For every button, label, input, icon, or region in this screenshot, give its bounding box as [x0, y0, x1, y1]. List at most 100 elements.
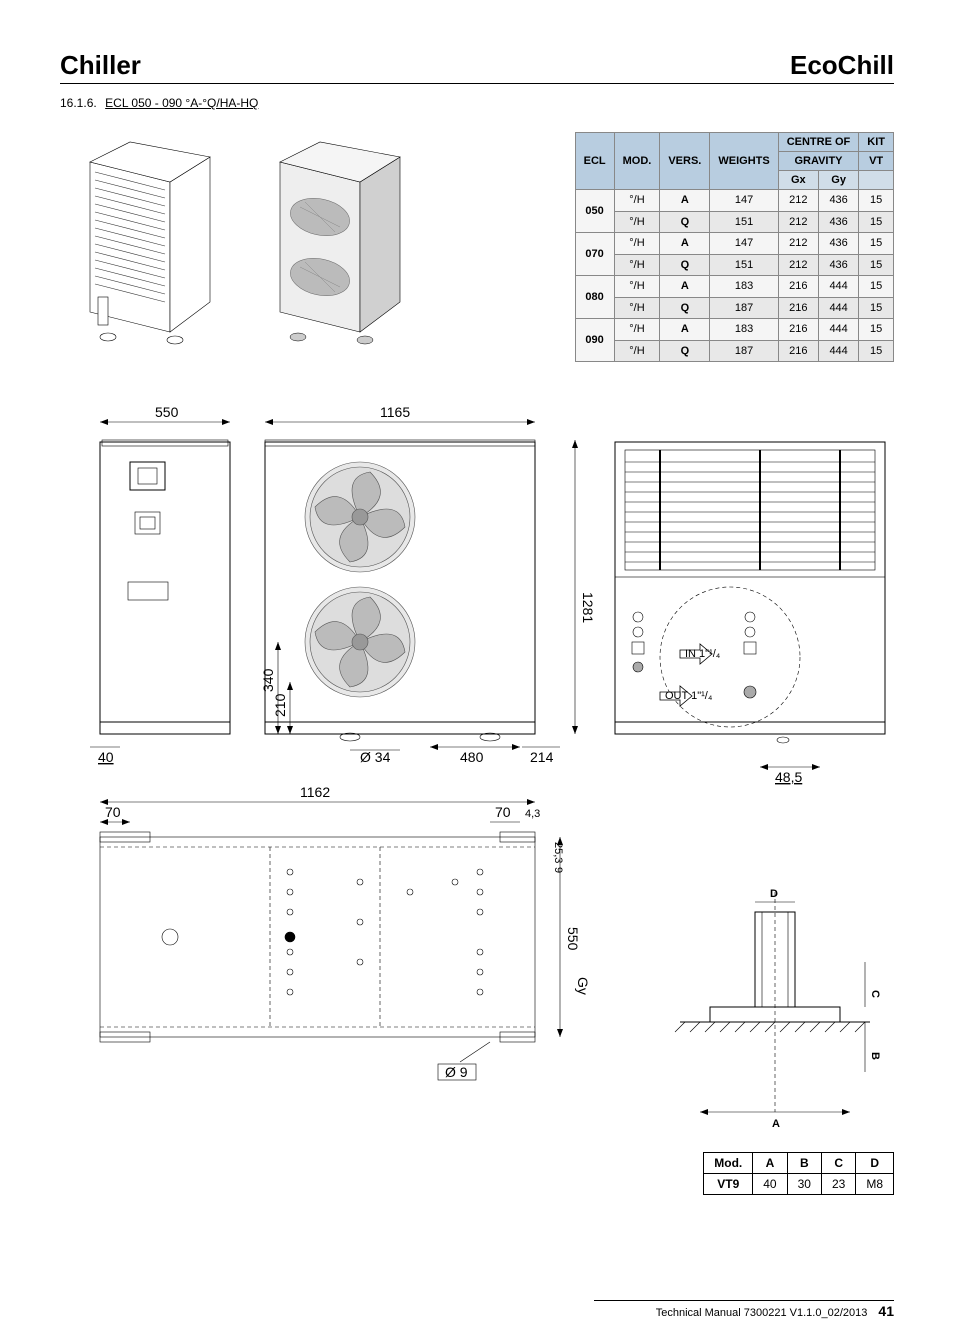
cell-gx: 216 — [778, 297, 818, 319]
cell-gy: 436 — [818, 233, 858, 255]
cell-w: 183 — [710, 319, 778, 341]
rear-coil-view: IN 1"¹/₄ OUT 1"¹/₄ 48,5 — [615, 442, 885, 785]
bracket-B: B — [869, 1052, 881, 1060]
bracket-C: C — [869, 990, 881, 998]
cell-gx: 212 — [778, 190, 818, 212]
dim-9s: 9 — [552, 867, 564, 873]
section-number: 16.1.6. — [60, 96, 97, 110]
page-footer: Technical Manual 7300221 V1.1.0_02/2013 … — [594, 1300, 894, 1319]
dim-70a: 70 — [105, 804, 121, 820]
cell-gx: 212 — [778, 233, 818, 255]
dim-1162: 1162 — [300, 784, 330, 800]
cell-gx: 216 — [778, 276, 818, 298]
mod-h4: D — [856, 1153, 894, 1174]
unit-isometric-wireframe — [60, 132, 230, 362]
cell-gy: 444 — [818, 319, 858, 341]
cell-kit: 15 — [859, 340, 894, 362]
mod-h1: A — [753, 1153, 787, 1174]
cell-vers: A — [660, 190, 710, 212]
cell-mod: °/H — [614, 254, 660, 276]
table-row: 070°/HA14721243615 — [575, 233, 893, 255]
dim-253: 25,3 — [552, 842, 564, 863]
dim-550: 550 — [155, 404, 179, 420]
cell-ecl: 050 — [575, 190, 614, 233]
cell-ecl: 070 — [575, 233, 614, 276]
dim-9: Ø 9 — [445, 1064, 468, 1080]
label-in: IN 1"¹/₄ — [685, 648, 721, 660]
page-header: Chiller EcoChill — [60, 50, 894, 84]
table-row: 050°/HA14721243615 — [575, 190, 893, 212]
mod-r4: M8 — [856, 1174, 894, 1195]
dim-70b: 70 — [495, 804, 511, 820]
bracket-detail: A D C B — [675, 888, 881, 1130]
th-gravity: GRAVITY — [778, 152, 859, 171]
iso-view-left — [60, 132, 230, 362]
top-content-row: ECL MOD. VERS. WEIGHTS CENTRE OF KIT GRA… — [60, 132, 894, 362]
table-row: °/HQ15121243615 — [575, 211, 893, 233]
cell-w: 147 — [710, 233, 778, 255]
page-number: 41 — [878, 1303, 894, 1319]
th-gy: Gy — [818, 171, 858, 190]
dim-34: Ø 34 — [360, 749, 391, 765]
cell-gx: 212 — [778, 211, 818, 233]
th-gx: Gx — [778, 171, 818, 190]
cell-gy: 444 — [818, 297, 858, 319]
cell-gx: 216 — [778, 319, 818, 341]
cell-w: 187 — [710, 297, 778, 319]
cell-w: 151 — [710, 254, 778, 276]
mod-r2: 30 — [787, 1174, 821, 1195]
mod-table: Mod. A B C D VT9 40 30 23 M8 — [703, 1152, 894, 1195]
th-mod: MOD. — [614, 133, 660, 190]
table-row: °/HQ18721644415 — [575, 297, 893, 319]
dim-480: 480 — [460, 749, 484, 765]
cell-gx: 216 — [778, 340, 818, 362]
cell-ecl: 090 — [575, 319, 614, 362]
mod-h0: Mod. — [704, 1153, 753, 1174]
dim-214: 214 — [530, 749, 554, 765]
cell-vers: Q — [660, 297, 710, 319]
dim-340: 340 — [260, 668, 276, 692]
cell-mod: °/H — [614, 276, 660, 298]
cell-kit: 15 — [859, 211, 894, 233]
section-title: ECL 050 - 090 °A-°Q/HA-HQ — [105, 96, 258, 110]
cell-gy: 444 — [818, 340, 858, 362]
table-row: 090°/HA18321644415 — [575, 319, 893, 341]
mod-r1: 40 — [753, 1174, 787, 1195]
cell-vers: Q — [660, 211, 710, 233]
cell-kit: 15 — [859, 297, 894, 319]
cell-gy: 436 — [818, 211, 858, 233]
cell-vers: A — [660, 319, 710, 341]
mod-r3: 23 — [821, 1174, 855, 1195]
dim-40: 40 — [98, 749, 114, 765]
label-out: OUT 1"¹/₄ — [665, 690, 713, 702]
header-title-left: Chiller — [60, 50, 141, 81]
bracket-D: D — [770, 888, 778, 900]
th-kit: KIT — [859, 133, 894, 152]
mod-r0: VT9 — [704, 1174, 753, 1195]
dim-1281: 1281 — [580, 592, 596, 623]
cell-kit: 15 — [859, 319, 894, 341]
mod-h3: C — [821, 1153, 855, 1174]
unit-isometric-shaded — [250, 132, 420, 362]
mod-h2: B — [787, 1153, 821, 1174]
cell-gx: 212 — [778, 254, 818, 276]
cell-kit: 15 — [859, 276, 894, 298]
th-cog: CENTRE OF — [778, 133, 859, 152]
cell-w: 183 — [710, 276, 778, 298]
cell-kit: 15 — [859, 190, 894, 212]
th-blank — [859, 171, 894, 190]
dim-485: 48,5 — [775, 769, 802, 785]
cell-kit: 15 — [859, 233, 894, 255]
plan-view: 1162 70 70 4,3 — [100, 784, 591, 1080]
table-row: °/HQ18721644415 — [575, 340, 893, 362]
dim-210: 210 — [272, 693, 288, 717]
cell-vers: Q — [660, 254, 710, 276]
cell-ecl: 080 — [575, 276, 614, 319]
dim-1165: 1165 — [380, 404, 410, 420]
dim-gy: Gy — [575, 977, 591, 995]
cell-kit: 15 — [859, 254, 894, 276]
iso-view-right — [250, 132, 420, 362]
side-elevation-left: 550 40 — [90, 404, 230, 765]
cell-gy: 436 — [818, 190, 858, 212]
cell-mod: °/H — [614, 233, 660, 255]
